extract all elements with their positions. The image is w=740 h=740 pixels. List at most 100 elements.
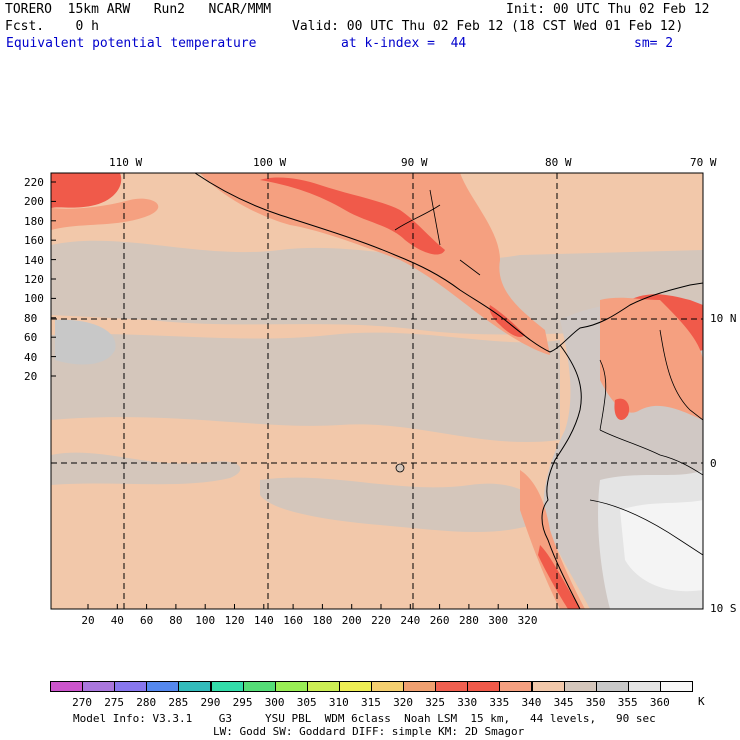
legend-swatch	[50, 681, 84, 692]
y-tick-label: 160	[24, 234, 44, 248]
coastline-central-america	[194, 173, 703, 353]
header-valid-time: Valid: 00 UTC Thu 02 Feb 12 (18 CST Wed …	[292, 19, 684, 34]
legend-swatch	[242, 681, 276, 692]
y-tick-label: 40	[24, 350, 38, 364]
x-tick-label: 300	[488, 614, 509, 627]
legend-label: 270	[72, 696, 92, 709]
header-k-index: at k-index = 44	[341, 36, 467, 51]
field-band-350-south	[260, 477, 545, 532]
field-red-colombia-south	[614, 398, 630, 420]
y-tick-label: 180	[24, 214, 44, 228]
legend-label: 335	[489, 696, 510, 709]
legend-swatch	[627, 681, 661, 692]
x-tick-label: 160	[283, 614, 304, 627]
field-red-mexico	[260, 177, 445, 255]
x-tick-label: 320	[517, 614, 538, 627]
x-tick-label: 180	[312, 614, 333, 627]
legend-swatch	[595, 681, 629, 692]
legend-swatch	[338, 681, 372, 692]
field-coast-peru	[520, 470, 585, 609]
legend-label: 325	[425, 696, 446, 709]
legend-label: 330	[457, 696, 478, 709]
legend-label: 350	[585, 696, 606, 709]
legend-label: 340	[521, 696, 542, 709]
footer-model-info: Model Info: V3.3.1 G3 YSU PBL WDM 6class…	[73, 712, 656, 725]
legend-swatch	[178, 681, 212, 692]
legend-swatch	[274, 681, 308, 692]
lon-label-70w: 70 W	[690, 156, 717, 169]
x-tick-label: 100	[195, 614, 216, 627]
lon-label-110w: 110 W	[109, 156, 143, 169]
field-red-peru	[538, 545, 580, 609]
x-tick-label: 60	[140, 614, 154, 627]
legend-swatch	[563, 681, 597, 692]
legend-swatch	[499, 681, 533, 692]
field-band-350-sw	[51, 452, 241, 485]
legend-label: 290	[200, 696, 221, 709]
legend-label: 305	[296, 696, 317, 709]
x-tick-label: 200	[341, 614, 362, 627]
x-tick-label: 240	[400, 614, 421, 627]
legend-label: 295	[232, 696, 253, 709]
legend-swatch	[659, 681, 693, 692]
lon-label-80w: 80 W	[545, 156, 572, 169]
axis-tickmarks	[51, 181, 528, 609]
legend-label: 345	[553, 696, 574, 709]
legend-label: 300	[264, 696, 285, 709]
legend-label: 320	[393, 696, 413, 709]
legend-swatch	[82, 681, 116, 692]
y-tick-label: 100	[24, 292, 44, 306]
legend-label: 355	[617, 696, 638, 709]
field-peach-nw	[51, 198, 159, 230]
field-band-350-center	[51, 332, 560, 443]
field-land-365	[620, 500, 703, 592]
border-lines	[394, 189, 703, 556]
legend-swatch	[146, 681, 180, 692]
legend-swatch	[210, 681, 244, 692]
coastline-south-america	[541, 344, 582, 609]
header-model-info: TORERO 15km ARW Run2 NCAR/MMM	[5, 2, 272, 17]
y-tick-label: 220	[24, 176, 44, 189]
footer-physics-info: LW: Godd SW: Goddard DIFF: simple KM: 2D…	[213, 725, 525, 738]
legend-swatch	[531, 681, 565, 692]
lat-label-0: 0	[710, 457, 717, 470]
lon-label-90w: 90 W	[401, 156, 428, 169]
legend-swatch	[435, 681, 469, 692]
legend-swatch	[403, 681, 437, 692]
legend-label: 280	[136, 696, 157, 709]
y-tick-label: 200	[24, 195, 44, 209]
lat-label-10n: 10 N	[710, 312, 737, 325]
y-tick-label: 120	[24, 273, 44, 286]
header-smoothing: sm= 2	[634, 36, 674, 51]
x-tick-label: 40	[110, 614, 124, 627]
galapagos-islands	[395, 463, 405, 473]
field-peach-colombia	[600, 297, 703, 420]
lat-label-10s: 10 S	[710, 602, 737, 615]
legend-label: 285	[168, 696, 189, 709]
x-tick-label: 120	[224, 614, 245, 627]
lon-label-100w: 100 W	[253, 156, 287, 169]
graticule	[51, 173, 703, 609]
legend-label: 360	[649, 696, 670, 709]
legend-label: 315	[361, 696, 381, 709]
field-band-350-north	[51, 240, 703, 335]
legend-swatch	[114, 681, 148, 692]
x-tick-label: 80	[169, 614, 183, 627]
legend-swatch	[467, 681, 501, 692]
map-frame	[50, 172, 704, 610]
x-tick-label: 220	[371, 614, 391, 627]
header-init-time: Init: 00 UTC Thu 02 Feb 12	[506, 2, 710, 17]
header-field-name: Equivalent potential temperature	[6, 36, 257, 51]
x-tick-label: 280	[459, 614, 479, 627]
y-tick-label: 20	[24, 370, 38, 383]
legend-label: 275	[104, 696, 125, 709]
legend-swatch	[371, 681, 405, 692]
x-tick-label: 20	[81, 614, 95, 627]
legend-label: 310	[328, 696, 349, 709]
legend-unit: K	[698, 695, 705, 708]
field-patch-355-west	[55, 319, 116, 365]
y-tick-label: 80	[24, 311, 38, 325]
legend-swatch	[306, 681, 340, 692]
y-tick-label: 60	[24, 331, 38, 345]
